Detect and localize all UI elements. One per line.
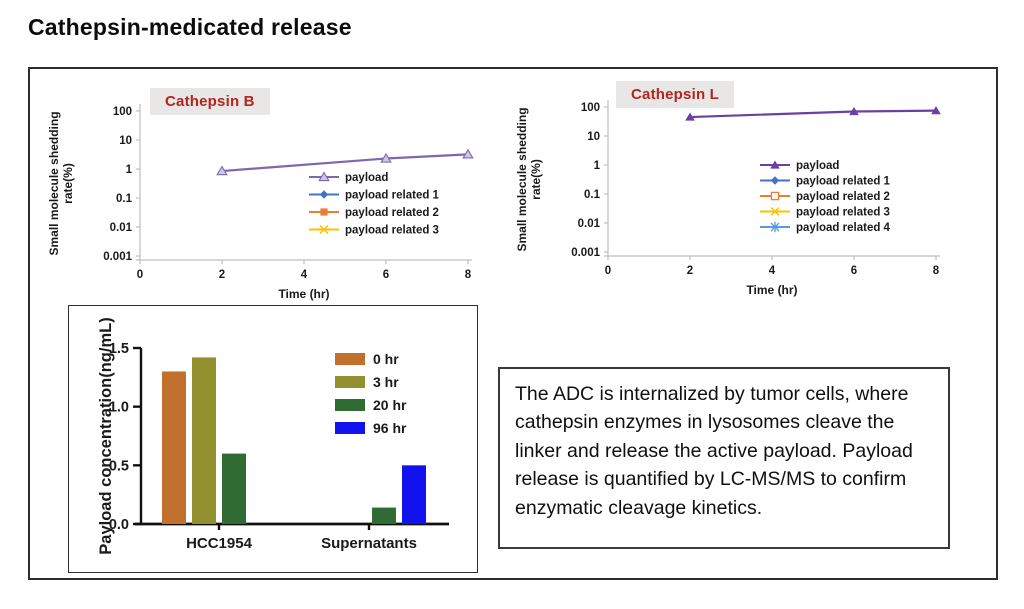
svg-text:100: 100 bbox=[581, 102, 600, 114]
svg-text:Supernatants: Supernatants bbox=[321, 535, 417, 552]
svg-text:96 hr: 96 hr bbox=[373, 420, 407, 436]
svg-text:Time (hr): Time (hr) bbox=[278, 287, 329, 301]
Supernatants-20 hr-bar bbox=[372, 507, 396, 524]
svg-text:HCC1954: HCC1954 bbox=[186, 535, 253, 552]
svg-text:payload related 2: payload related 2 bbox=[796, 191, 890, 203]
svg-text:payload: payload bbox=[345, 172, 388, 184]
svg-text:1: 1 bbox=[594, 160, 601, 172]
svg-text:0.01: 0.01 bbox=[110, 222, 133, 234]
svg-text:rate(%): rate(%) bbox=[61, 163, 75, 204]
svg-text:Small molecule shedding: Small molecule shedding bbox=[515, 107, 529, 251]
svg-text:Time (hr): Time (hr) bbox=[746, 283, 797, 297]
svg-text:0.001: 0.001 bbox=[103, 251, 132, 263]
series bbox=[216, 148, 474, 176]
cathepsin-b-chart: Cathepsin B 100 10 1 0.1 0.01 0.001 0 2 4 6 8 Time … bbox=[40, 75, 490, 305]
svg-text:0.0: 0.0 bbox=[109, 517, 129, 533]
svg-text:2: 2 bbox=[687, 265, 693, 277]
description-text: The ADC is internalized by tumor cells, … bbox=[515, 383, 913, 519]
axes: 100 10 1 0.1 0.01 0.001 0 2 4 6 8 Time (hr) Small mo… bbox=[515, 100, 940, 297]
payload-line bbox=[221, 153, 469, 173]
svg-text:1.5: 1.5 bbox=[109, 341, 129, 357]
svg-text:8: 8 bbox=[933, 265, 940, 277]
svg-text:20 hr: 20 hr bbox=[373, 397, 407, 413]
HCC1954-20 hr-bar bbox=[222, 453, 246, 524]
svg-text:1.0: 1.0 bbox=[109, 400, 129, 416]
figure-panel: Cathepsin B 100 10 1 0.1 0.01 0.001 0 2 4 6 8 Time … bbox=[28, 67, 998, 580]
svg-text:payload: payload bbox=[796, 160, 839, 172]
svg-text:10: 10 bbox=[119, 135, 132, 147]
cathepsin-l-title: Cathepsin L bbox=[616, 81, 735, 108]
description-box: The ADC is internalized by tumor cells, … bbox=[498, 367, 950, 549]
cathepsin-b-title: Cathepsin B bbox=[150, 88, 270, 115]
bar-chart-panel: 0.0 0.5 1.0 1.5 Payload concentration(ng/mL)… bbox=[68, 305, 478, 573]
payload-line bbox=[689, 109, 937, 119]
legend: 0 hr 3 hr 20 hr 96 hr bbox=[335, 351, 407, 436]
svg-text:payload related 1: payload related 1 bbox=[345, 190, 440, 202]
svg-text:6: 6 bbox=[383, 269, 389, 281]
svg-text:0.001: 0.001 bbox=[571, 247, 600, 259]
svg-text:payload related 3: payload related 3 bbox=[796, 207, 890, 219]
page-title: Cathepsin-medicated release bbox=[28, 14, 352, 40]
svg-text:Small molecule shedding: Small molecule shedding bbox=[47, 111, 61, 255]
Supernatants-96 hr-bar bbox=[402, 465, 426, 524]
svg-text:0.1: 0.1 bbox=[116, 193, 133, 205]
svg-text:2: 2 bbox=[219, 269, 225, 281]
svg-text:payload related 4: payload related 4 bbox=[796, 222, 891, 234]
cathepsin-l-plot: 100 10 1 0.1 0.01 0.001 0 2 4 6 8 Time (hr) Small mo… bbox=[515, 100, 941, 297]
HCC1954-0 hr-bar bbox=[162, 371, 186, 524]
cathepsin-l-chart: Cathepsin L 100 10 1 0.1 0.01 0.001 0 2 4 6 8 Time … bbox=[508, 71, 958, 305]
svg-text:payload related 2: payload related 2 bbox=[345, 207, 439, 219]
cathepsin-b-plot: 100 10 1 0.1 0.01 0.001 0 2 4 6 8 Time (hr) Small mo… bbox=[47, 104, 474, 301]
svg-text:0.5: 0.5 bbox=[109, 458, 129, 474]
legend: payload payload related 1 payload related … bbox=[760, 160, 891, 234]
svg-text:4: 4 bbox=[301, 269, 308, 281]
series bbox=[685, 106, 941, 121]
svg-text:0: 0 bbox=[605, 265, 611, 277]
svg-text:10: 10 bbox=[587, 131, 600, 143]
svg-text:rate(%): rate(%) bbox=[529, 159, 543, 200]
HCC1954-3 hr-bar bbox=[192, 357, 216, 524]
svg-text:100: 100 bbox=[113, 106, 132, 118]
svg-text:Payload concentration(ng/mL): Payload concentration(ng/mL) bbox=[97, 317, 115, 554]
svg-text:payload related 3: payload related 3 bbox=[345, 225, 439, 237]
svg-text:0.1: 0.1 bbox=[584, 189, 601, 201]
axes: 100 10 1 0.1 0.01 0.001 0 2 4 6 8 Time (hr) Small mo… bbox=[47, 104, 472, 301]
svg-text:4: 4 bbox=[769, 265, 776, 277]
legend: payload payload related 1 payload related … bbox=[309, 171, 440, 237]
svg-text:0 hr: 0 hr bbox=[373, 351, 399, 367]
svg-text:3 hr: 3 hr bbox=[373, 374, 399, 390]
svg-text:payload related 1: payload related 1 bbox=[796, 176, 891, 188]
svg-text:0.01: 0.01 bbox=[578, 218, 601, 230]
svg-text:0: 0 bbox=[137, 269, 143, 281]
svg-text:8: 8 bbox=[465, 269, 472, 281]
svg-text:6: 6 bbox=[851, 265, 857, 277]
svg-text:1: 1 bbox=[126, 164, 133, 176]
bars bbox=[162, 357, 426, 524]
